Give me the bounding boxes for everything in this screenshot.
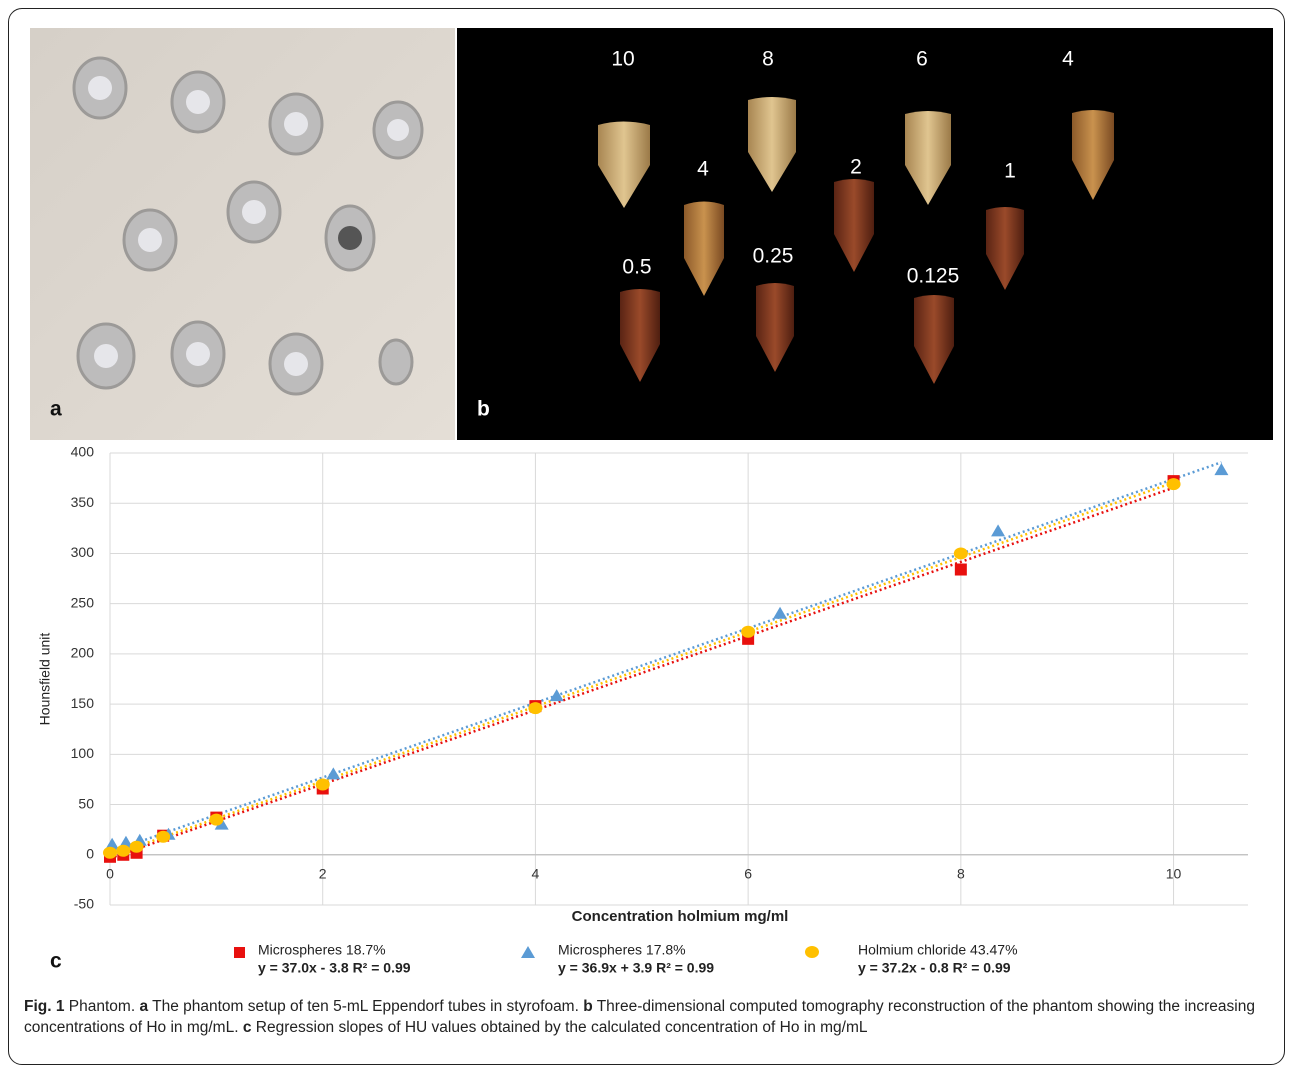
y-tick-label: 150: [71, 695, 95, 711]
concentration-label: 4: [697, 158, 709, 181]
caption-part-text: Regression slopes of HU values obtained …: [256, 1019, 868, 1036]
legend-label: Microspheres 18.7%: [258, 942, 386, 958]
x-tick-label: 8: [957, 865, 965, 881]
concentration-label: 8: [762, 48, 774, 71]
legend-entry: Microspheres 17.8% y = 36.9x + 3.9 R² = 0…: [521, 942, 714, 976]
x-axis-label: Concentration holmium mg/ml: [572, 908, 789, 925]
caption-title: Phantom.: [69, 998, 135, 1015]
point: [116, 845, 130, 857]
point: [326, 767, 340, 779]
caption-part-label: c: [243, 1019, 252, 1036]
x-tick-label: 0: [106, 865, 114, 881]
panel-label: c: [50, 950, 62, 973]
legend-label: Microspheres 17.8%: [558, 942, 686, 958]
concentration-label: 10: [611, 48, 634, 71]
legend-entry: Microspheres 18.7% y = 37.0x - 3.8 R² = 0…: [234, 942, 411, 976]
point: [316, 778, 330, 790]
point: [1167, 478, 1181, 490]
legend-marker: [805, 946, 819, 958]
point: [773, 607, 787, 619]
point: [130, 841, 144, 853]
x-tick-label: 10: [1166, 865, 1182, 881]
panel-label: a: [50, 398, 62, 421]
trendline: [110, 488, 1174, 858]
y-tick-label: 400: [71, 444, 95, 460]
y-axis-label: Hounsfield unit: [37, 633, 53, 726]
concentration-label: 4: [1062, 48, 1074, 71]
concentration-label: 6: [916, 48, 928, 71]
point: [991, 524, 1005, 536]
y-tick-label: 200: [71, 645, 95, 661]
legend-equation: y = 37.2x - 0.8 R² = 0.99: [858, 960, 1011, 976]
y-tick-label: -50: [74, 896, 94, 912]
concentration-label: 0.5: [622, 256, 651, 279]
point: [103, 847, 117, 859]
point: [954, 547, 968, 559]
legend-equation: y = 36.9x + 3.9 R² = 0.99: [558, 960, 714, 976]
point: [741, 626, 755, 638]
y-tick-label: 250: [71, 594, 95, 610]
figure: 108644210.50.250.125 a b c -500501001502…: [0, 0, 1295, 1075]
trendline: [112, 462, 1221, 851]
caption-part-text: The phantom setup of ten 5-mL Eppendorf …: [152, 998, 579, 1015]
x-tick-label: 4: [532, 865, 540, 881]
caption-part-label: b: [583, 998, 592, 1015]
legend-label: Holmium chloride 43.47%: [858, 942, 1018, 958]
x-tick-label: 2: [319, 865, 327, 881]
y-tick-label: 0: [86, 845, 94, 861]
y-tick-label: 350: [71, 494, 95, 510]
caption-part-label: a: [139, 998, 148, 1015]
y-tick-label: 300: [71, 544, 95, 560]
caption: Fig. 1 Phantom. a The phantom setup of t…: [24, 996, 1274, 1038]
point: [528, 702, 542, 714]
trendline: [110, 483, 1174, 856]
y-tick-label: 100: [71, 745, 95, 761]
point: [209, 814, 223, 826]
concentration-label: 0.125: [907, 265, 960, 288]
legend-marker: [234, 947, 245, 958]
panel-label: b: [477, 398, 490, 421]
x-tick-label: 6: [744, 865, 752, 881]
legend-entry: Holmium chloride 43.47% y = 37.2x - 0.8 R…: [805, 942, 1018, 976]
concentration-label: 2: [850, 156, 862, 179]
concentration-label: 0.25: [753, 245, 794, 268]
y-tick-label: 50: [78, 795, 94, 811]
page: 108644210.50.250.125 a b c -500501001502…: [0, 0, 1295, 1075]
legend-marker: [521, 946, 535, 958]
point: [550, 689, 564, 701]
caption-figure: Fig. 1: [24, 998, 64, 1015]
concentration-label: 1: [1004, 160, 1016, 183]
legend-equation: y = 37.0x - 3.8 R² = 0.99: [258, 960, 411, 976]
point: [955, 564, 967, 576]
point: [156, 831, 170, 843]
